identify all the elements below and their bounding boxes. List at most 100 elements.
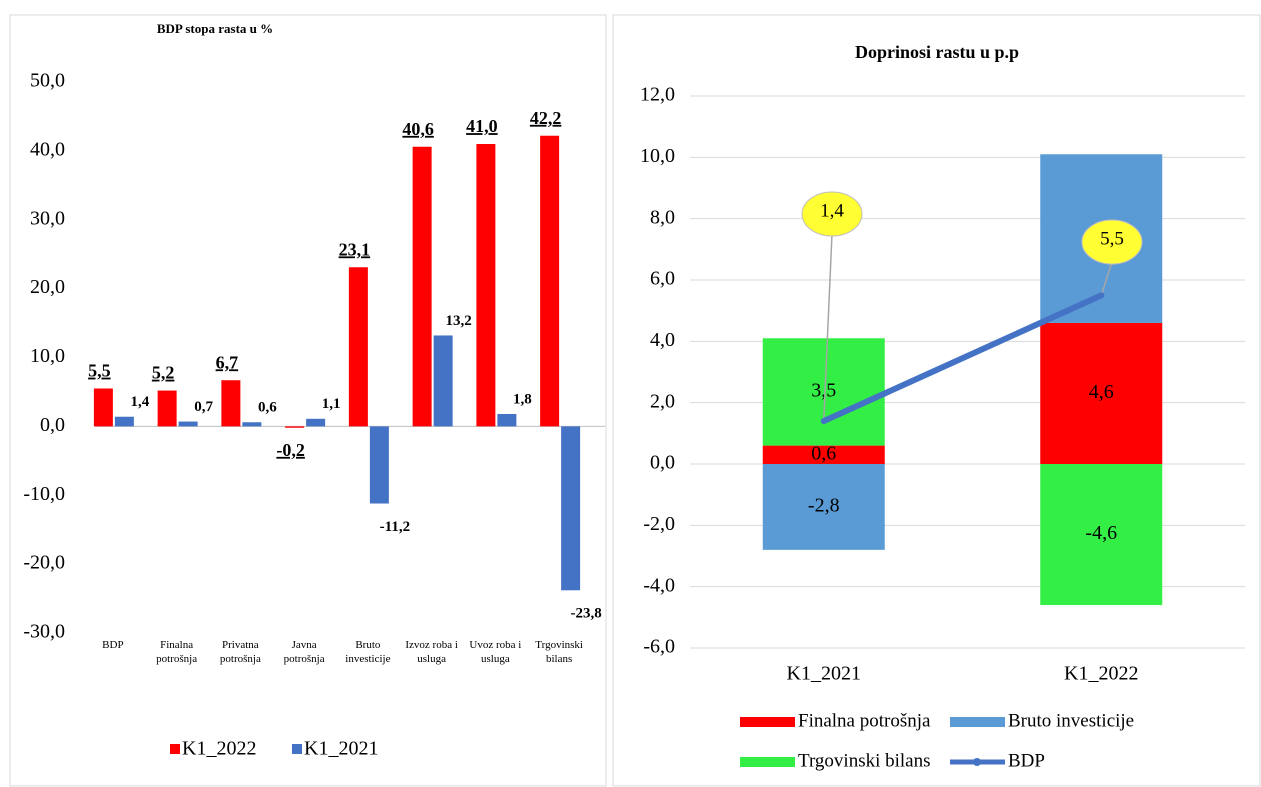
y-tick-label: 20,0 (30, 276, 65, 298)
bar (433, 335, 453, 427)
x-tick-label: Privatna potrošnja (219, 639, 261, 665)
data-label: 13,2 (446, 313, 472, 329)
x-tick-text: Izvoz roba i usluga (405, 639, 458, 665)
callout (801, 191, 863, 237)
x-tick-text: Javna potrošnja (283, 639, 325, 665)
legend-label: Trgovinski bilans (798, 750, 931, 771)
x-tick-label: K1_2022 (1064, 663, 1138, 685)
legend-swatch (170, 744, 180, 754)
x-tick-label: Izvoz roba i usluga (405, 639, 458, 665)
legend-swatch (740, 717, 795, 727)
y-tick-label: -2,0 (643, 513, 675, 535)
y-tick-label: 8,0 (650, 206, 675, 228)
bar (412, 146, 432, 427)
line (820, 292, 1105, 425)
data-label: 41,0 (466, 116, 498, 136)
data-label: 1,8 (513, 391, 532, 407)
bar-segment (762, 464, 885, 550)
bar (497, 413, 517, 427)
legend-label: Bruto investicije (1008, 710, 1134, 731)
x-tick-text: Trgovinski bilans (535, 639, 583, 665)
y-tick-label: -20,0 (23, 552, 65, 574)
y-tick-label: -4,0 (643, 574, 675, 596)
bar-segment (762, 338, 885, 446)
data-label: 0,7 (194, 399, 213, 415)
y-tick-label: -6,0 (643, 636, 675, 658)
data-label: 42,2 (530, 108, 562, 128)
y-tick-label: 50,0 (30, 70, 65, 92)
x-tick-label: Finalna potrošnja (156, 639, 198, 665)
legend-swatch (292, 744, 302, 754)
y-tick-label: 0,0 (40, 414, 65, 436)
callout-leader (1100, 261, 1113, 296)
x-tick-text: Uvoz roba i usluga (469, 639, 522, 665)
legend-label: Finalna potrošnja (798, 710, 931, 731)
data-label: 23,1 (339, 239, 371, 259)
data-label: 5,5 (88, 361, 111, 381)
callout-leader (823, 233, 833, 422)
bar (114, 416, 134, 427)
y-tick-label: -30,0 (23, 621, 65, 643)
chart-title: BDP stopa rasta u % (157, 21, 273, 36)
y-tick-label: 40,0 (30, 138, 65, 160)
bar (369, 426, 389, 504)
data-label: -11,2 (380, 519, 410, 535)
bar (561, 426, 581, 591)
data-label: 40,6 (402, 119, 434, 139)
y-tick-label: 6,0 (650, 268, 675, 290)
x-tick-label: BDP (102, 639, 124, 651)
x-tick-label: Trgovinski bilans (535, 639, 583, 665)
y-tick-label: 2,0 (650, 390, 675, 412)
x-tick-label: Uvoz roba i usluga (469, 639, 522, 665)
y-tick-label: 0,0 (650, 452, 675, 474)
x-tick-text: Privatna potrošnja (219, 639, 261, 665)
data-label: 4,6 (1089, 381, 1114, 403)
x-tick-text: BDP (102, 639, 124, 651)
bar-segment (1040, 322, 1163, 464)
legend-label: K1_2022 (182, 738, 256, 760)
data-label: -23,8 (571, 606, 602, 622)
data-label: 6,7 (216, 352, 239, 372)
x-tick-text: Bruto investicije (345, 639, 391, 665)
data-label: 0,6 (258, 400, 277, 416)
data-label: 5,5 (1100, 228, 1124, 249)
data-label: -2,8 (808, 495, 840, 517)
data-label: 0,6 (811, 442, 836, 464)
bar (157, 390, 177, 427)
legend-swatch (950, 717, 1005, 727)
bar (221, 380, 241, 427)
legend-label: K1_2021 (304, 738, 378, 760)
data-label: -0,2 (276, 440, 305, 460)
chart-title: Doprinosi rastu u p.p (855, 42, 1019, 62)
panel-right (612, 14, 1261, 787)
x-tick-label: K1_2021 (787, 663, 861, 685)
legend-marker (973, 758, 981, 766)
y-tick-label: 12,0 (640, 84, 675, 106)
legend-label: BDP (1008, 750, 1045, 771)
y-tick-label: 10,0 (30, 345, 65, 367)
data-label: -4,6 (1085, 522, 1117, 544)
callout (1081, 219, 1143, 265)
data-label: 5,2 (152, 363, 175, 383)
y-tick-label: 30,0 (30, 207, 65, 229)
data-label: 1,4 (820, 200, 844, 221)
data-label: 1,1 (322, 396, 341, 412)
bar (285, 426, 305, 428)
x-tick-label: Bruto investicije (345, 639, 391, 665)
bar-segment (762, 445, 885, 464)
bar (348, 267, 368, 427)
x-tick-text: Finalna potrošnja (156, 639, 198, 665)
bar (540, 135, 560, 427)
y-tick-label: -10,0 (23, 483, 65, 505)
bar (242, 422, 262, 427)
bar (306, 418, 326, 427)
x-tick-label: Javna potrošnja (283, 639, 325, 665)
y-tick-label: 10,0 (640, 145, 675, 167)
data-label: 1,4 (131, 394, 150, 410)
bar-segment (1040, 464, 1163, 606)
bar (178, 421, 198, 427)
bar (93, 388, 113, 427)
data-label: 3,5 (811, 380, 836, 402)
y-tick-label: 4,0 (650, 329, 675, 351)
